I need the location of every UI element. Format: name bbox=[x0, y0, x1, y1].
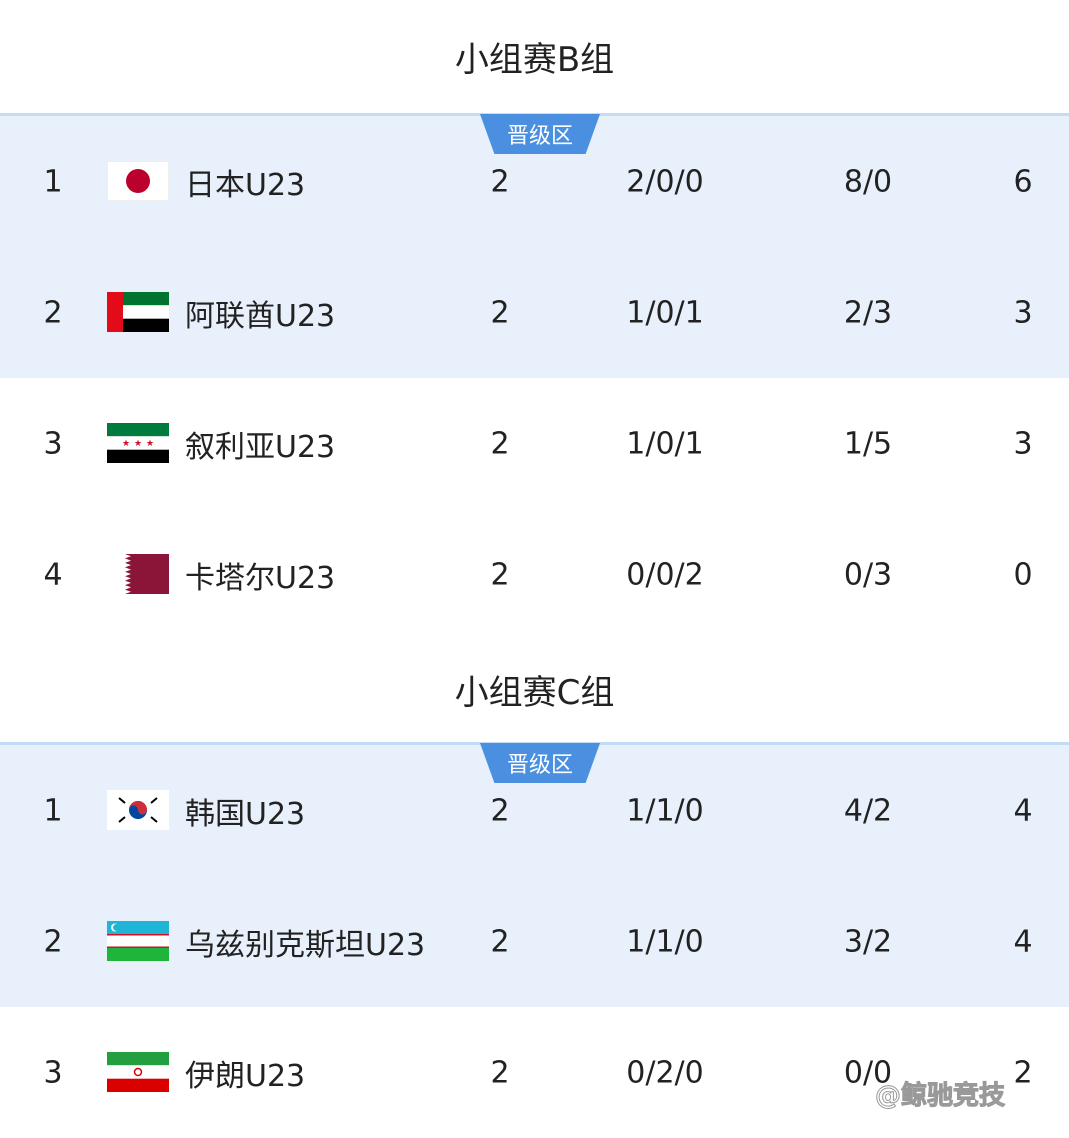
team-name: 日本U23 bbox=[185, 167, 306, 203]
table-row[interactable]: 3 ★ ★ ★ 叙利亚U23 2 1/0/1 1/5 3 bbox=[0, 378, 1069, 509]
goals: 3/2 bbox=[843, 924, 893, 959]
played: 2 bbox=[490, 295, 510, 330]
team-name: 韩国U23 bbox=[185, 796, 306, 832]
rank: 2 bbox=[43, 924, 63, 959]
iran-flag-icon bbox=[107, 1052, 169, 1092]
uae-flag-icon bbox=[107, 292, 169, 332]
win-draw-loss: 0/2/0 bbox=[626, 1055, 704, 1090]
points: 6 bbox=[1013, 164, 1033, 199]
rank: 1 bbox=[43, 164, 63, 199]
rank: 1 bbox=[43, 793, 63, 828]
points: 3 bbox=[1013, 426, 1033, 461]
goals: 0/0 bbox=[843, 1055, 893, 1090]
korea-flag-icon bbox=[107, 790, 169, 830]
goals: 0/3 bbox=[843, 557, 893, 592]
table-row[interactable]: 4 卡塔尔U23 2 0/0/2 0/3 0 bbox=[0, 509, 1069, 640]
win-draw-loss: 1/0/1 bbox=[626, 426, 704, 461]
team-name: 卡塔尔U23 bbox=[185, 560, 336, 596]
team-name: 叙利亚U23 bbox=[185, 429, 336, 465]
goals: 2/3 bbox=[843, 295, 893, 330]
goals: 1/5 bbox=[843, 426, 893, 461]
win-draw-loss: 0/0/2 bbox=[626, 557, 704, 592]
points: 4 bbox=[1013, 924, 1033, 959]
group-c-table: 晋级区 1 韩国U23 2 1/1/0 4/2 4 2 乌兹别克斯坦U23 2 … bbox=[0, 742, 1069, 1138]
win-draw-loss: 1/0/1 bbox=[626, 295, 704, 330]
played: 2 bbox=[490, 1055, 510, 1090]
played: 2 bbox=[490, 557, 510, 592]
points: 3 bbox=[1013, 295, 1033, 330]
uzbekistan-flag-icon bbox=[107, 921, 169, 961]
group-c: 小组赛C组 晋级区 1 韩国U23 2 1/1/0 4/2 4 2 乌兹别克斯坦… bbox=[0, 637, 1069, 1138]
group-c-title: 小组赛C组 bbox=[454, 673, 615, 713]
win-draw-loss: 1/1/0 bbox=[626, 924, 704, 959]
win-draw-loss: 2/0/0 bbox=[626, 164, 704, 199]
goals: 8/0 bbox=[843, 164, 893, 199]
svg-text:★: ★ bbox=[134, 439, 142, 449]
japan-flag-icon bbox=[107, 161, 169, 201]
rank: 2 bbox=[43, 295, 63, 330]
table-row[interactable]: 3 伊朗U23 2 0/2/0 0/0 2 bbox=[0, 1007, 1069, 1138]
svg-text:★: ★ bbox=[122, 439, 130, 449]
group-b-table: 晋级区 1 日本U23 2 2/0/0 8/0 6 2 阿联酋U23 2 1/0… bbox=[0, 113, 1069, 640]
played: 2 bbox=[490, 164, 510, 199]
table-row[interactable]: 2 阿联酋U23 2 1/0/1 2/3 3 bbox=[0, 247, 1069, 378]
rank: 3 bbox=[43, 1055, 63, 1090]
svg-text:★: ★ bbox=[146, 439, 154, 449]
points: 4 bbox=[1013, 793, 1033, 828]
played: 2 bbox=[490, 924, 510, 959]
team-name: 乌兹别克斯坦U23 bbox=[185, 927, 426, 963]
team-name: 阿联酋U23 bbox=[185, 298, 336, 334]
points: 2 bbox=[1013, 1055, 1033, 1090]
watermark: @鲸驰竞技 bbox=[874, 1081, 1006, 1112]
rank: 4 bbox=[43, 557, 63, 592]
table-row[interactable]: 2 乌兹别克斯坦U23 2 1/1/0 3/2 4 bbox=[0, 876, 1069, 1007]
played: 2 bbox=[490, 426, 510, 461]
played: 2 bbox=[490, 793, 510, 828]
team-name: 伊朗U23 bbox=[185, 1058, 306, 1094]
syria-flag-icon: ★ ★ ★ bbox=[107, 423, 169, 463]
qualified-zone-badge: 晋级区 bbox=[480, 114, 600, 154]
win-draw-loss: 1/1/0 bbox=[626, 793, 704, 828]
qualified-zone-badge: 晋级区 bbox=[480, 743, 600, 783]
points: 0 bbox=[1013, 557, 1033, 592]
group-b-title: 小组赛B组 bbox=[454, 40, 615, 80]
group-b: 小组赛B组 晋级区 1 日本U23 2 2/0/0 8/0 6 2 阿联酋U23… bbox=[0, 40, 1069, 640]
goals: 4/2 bbox=[843, 793, 893, 828]
qatar-flag-icon bbox=[107, 554, 169, 594]
rank: 3 bbox=[43, 426, 63, 461]
